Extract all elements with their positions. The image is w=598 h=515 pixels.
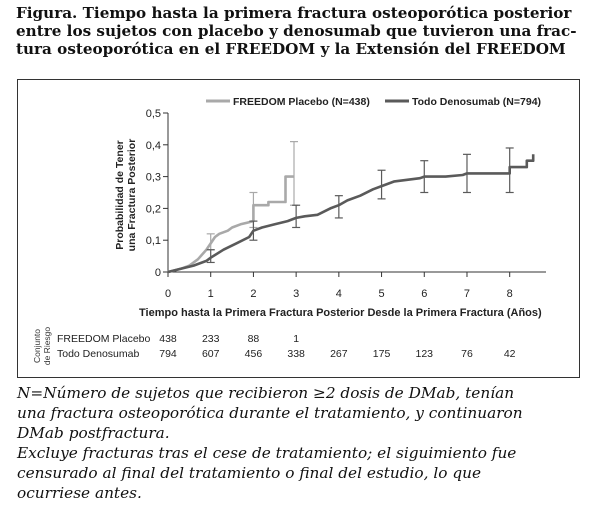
risk-value: 607 [202, 348, 220, 360]
x-tick-label: 6 [421, 288, 427, 300]
error-bar [377, 169, 386, 200]
risk-side-label-1: Conjunto [32, 329, 42, 363]
risk-value: 88 [248, 333, 260, 345]
chart-frame [17, 79, 580, 378]
figure-notes: N=Número de sujetos que recibieron ≥2 do… [17, 383, 592, 503]
x-axis-ticks: 0 1 2 3 4 5 6 7 8 [165, 272, 513, 300]
kaplan-meier-chart: FREEDOM Placebo (N=438) Todo Denosumab (… [32, 96, 546, 366]
risk-value: 233 [202, 333, 220, 345]
note-line-2: una fractura osteoporótica durante el tr… [17, 404, 523, 422]
note-line-5: censurado al final del tratamiento o fin… [17, 464, 482, 482]
risk-value: 175 [373, 348, 391, 360]
series-denosumab [167, 147, 535, 274]
risk-row-label-denosumab: Todo Denosumab [57, 348, 139, 360]
y-axis-label: Probabilidad de Tener una Fractura Poste… [114, 139, 138, 252]
x-tick-label: 2 [250, 288, 256, 300]
y-tick-label: 0,3 [146, 172, 161, 184]
x-tick-label: 3 [293, 288, 299, 300]
note-line-3: DMab postfractura. [17, 424, 170, 442]
risk-side-label-2: de Riesgo [42, 327, 52, 366]
y-axis-ticks: 0 0,1 0,2 0,3 0,4 0,5 [146, 108, 168, 279]
risk-value: 76 [461, 348, 473, 360]
note-line-1: N=Número de sujetos que recibieron ≥2 do… [17, 384, 515, 402]
figure-title-line-2: entre los sujetos con placebo y denosuma… [16, 22, 577, 40]
chart-legend: FREEDOM Placebo (N=438) Todo Denosumab (… [206, 96, 541, 108]
x-axis-label: Tiempo hasta la Primera Fractura Posteri… [139, 307, 542, 319]
x-tick-label: 7 [464, 288, 470, 300]
x-tick-label: 8 [507, 288, 513, 300]
x-tick-label: 1 [208, 288, 214, 300]
error-bar [334, 195, 343, 219]
risk-values: 438 233 88 1 794 607 456 338 267 175 123 76 42 [159, 333, 515, 360]
figure-title: Figura. Tiempo hasta la primera fractura… [16, 4, 582, 58]
figure-title-line-1: Figura. Tiempo hasta la primera fractura… [16, 4, 572, 22]
note-line-6: ocurriese antes. [17, 484, 142, 502]
legend-label-placebo: FREEDOM Placebo (N=438) [233, 96, 370, 108]
y-tick-label: 0,5 [146, 108, 161, 120]
y-axis-label-line-2: una Fractura Posterior [126, 139, 138, 252]
series-layer [167, 141, 535, 274]
legend-label-denosumab: Todo Denosumab (N=794) [412, 96, 541, 108]
risk-value: 123 [416, 348, 434, 360]
y-tick-label: 0,4 [146, 140, 161, 152]
risk-value: 42 [504, 348, 516, 360]
risk-value: 338 [287, 348, 305, 360]
x-tick-label: 4 [336, 288, 342, 300]
series-line [167, 154, 535, 274]
figure-title-line-3: tura osteoporótica en el FREEDOM y la Ex… [16, 40, 566, 58]
y-axis-label-line-1: Probabilidad de Tener [114, 140, 126, 250]
series-placebo [167, 141, 298, 274]
error-bar [290, 141, 298, 206]
risk-value: 438 [159, 333, 177, 345]
risk-row-label-placebo: FREEDOM Placebo [57, 333, 151, 345]
risk-table: Conjunto de Riesgo FREEDOM Placebo Todo … [32, 327, 516, 366]
risk-value: 267 [330, 348, 348, 360]
note-line-4: Excluye fracturas tras el cese de tratam… [17, 444, 517, 462]
y-tick-label: 0,1 [146, 235, 161, 247]
x-tick-label: 0 [165, 288, 171, 300]
y-tick-label: 0,2 [146, 203, 161, 215]
error-bar [292, 204, 301, 229]
risk-value: 1 [293, 333, 299, 345]
error-bar [206, 249, 215, 264]
series-line [167, 175, 294, 274]
y-tick-label: 0 [155, 267, 161, 279]
x-tick-label: 5 [378, 288, 384, 300]
risk-value: 794 [159, 348, 177, 360]
risk-value: 456 [245, 348, 263, 360]
